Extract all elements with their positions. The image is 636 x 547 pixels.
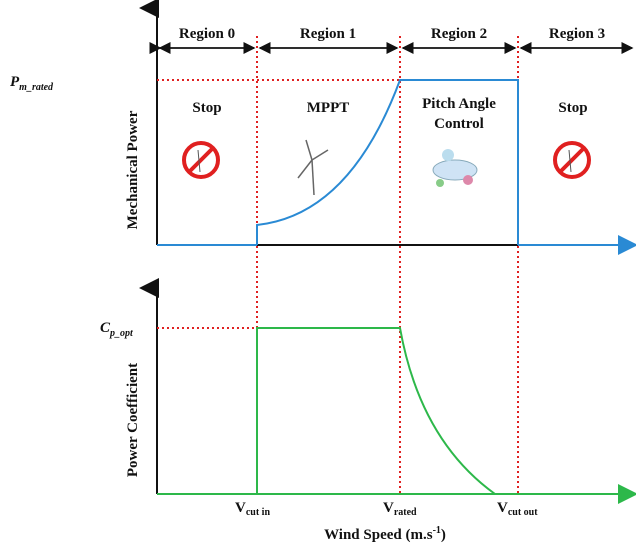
y-axis-label: Power Coefficient (125, 363, 141, 477)
region-label: Region 2 (431, 26, 487, 42)
symbol: V (235, 500, 246, 516)
diagram: Region 0 Region 1 Region 2 Region 3 Stop… (0, 0, 636, 547)
region-label: Region 1 (300, 26, 356, 42)
stop-icon (184, 143, 218, 177)
rated-power: Pm_rated (10, 74, 54, 93)
region-text: Stop (192, 100, 221, 116)
subscript: p_opt (109, 328, 134, 339)
label-end: ) (441, 527, 446, 543)
cp-opt: Cp_opt (100, 320, 134, 339)
speed-label: Vrated (383, 500, 417, 518)
x-axis-label: Wind Speed (m.s-1) (324, 525, 446, 543)
stop-icon (555, 143, 589, 177)
region-text: MPPT (307, 100, 350, 116)
region-label: Region 3 (549, 26, 605, 42)
region-text: Stop (558, 100, 587, 116)
cp-curve (257, 328, 495, 494)
region-text: Control (434, 116, 484, 132)
turbine-icon (298, 140, 328, 195)
symbol: V (383, 500, 394, 516)
subscript: cut in (246, 507, 271, 518)
superscript: -1 (433, 525, 441, 536)
speed-label: Vcut in (235, 500, 270, 518)
subscript: m_rated (19, 82, 54, 93)
subscript: rated (394, 507, 417, 518)
pitch-icon (433, 149, 477, 187)
region-label: Region 0 (179, 26, 235, 42)
subscript: cut out (508, 507, 538, 518)
label: Wind Speed (m.s (324, 527, 433, 543)
speed-label: Vcut out (497, 500, 538, 518)
region-text: Pitch Angle (422, 96, 496, 112)
symbol: V (497, 500, 508, 516)
y-axis-label: Mechanical Power (125, 110, 141, 229)
